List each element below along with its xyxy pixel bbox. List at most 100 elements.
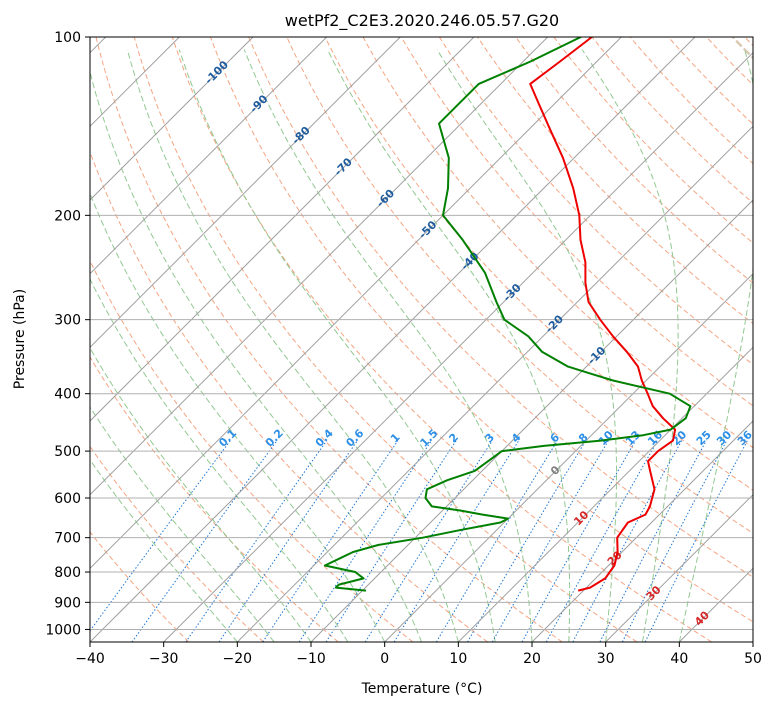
dry-adiabat (286, 37, 753, 534)
y-tick-label: 900 (54, 595, 81, 611)
x-tick-label: 0 (380, 651, 389, 667)
dewpoint-profile (323, 37, 692, 592)
isotherm-line (90, 37, 254, 201)
isotherm-line (90, 37, 622, 570)
mixing-ratio-line (262, 440, 399, 642)
mixing-ratio-label: 0.4 (313, 426, 336, 449)
mixing-ratio-line (298, 440, 432, 642)
y-tick-label: 100 (54, 30, 81, 46)
x-tick-label: −20 (223, 651, 253, 667)
x-tick-label: −40 (75, 651, 105, 667)
y-tick-label: 1000 (45, 622, 81, 638)
mixing-ratio-lines (90, 440, 748, 642)
mixing-ratio-line (325, 440, 457, 642)
isotherm-line (457, 346, 753, 642)
x-tick-label: 40 (670, 651, 688, 667)
y-tick-label: 600 (54, 491, 81, 507)
dry-adiabat (400, 37, 753, 407)
moist-adiabat (178, 49, 496, 642)
moist-adiabat (243, 49, 533, 642)
mixing-ratio-label: 0.1 (216, 427, 239, 450)
isotherm-line (678, 567, 753, 642)
dry-adiabat (438, 37, 753, 365)
dry-adiabats (90, 37, 753, 642)
moist-adiabat (90, 70, 422, 642)
dry-adiabat (324, 37, 753, 491)
y-axis: 1000 900 800 700 600 500 400 300 200 100 (45, 30, 90, 638)
isotherms (90, 37, 753, 642)
plot-area: 0.1 0.2 0.4 0.6 1 1.5 2 3 4 6 8 10 13 16 20 25 30 36-100-… (90, 37, 755, 642)
profile-series (323, 37, 692, 592)
mixing-ratio-label: 36 (735, 428, 755, 448)
y-tick-label: 400 (54, 387, 81, 403)
moist-adiabat (678, 49, 753, 642)
dry-adiabat (744, 37, 753, 47)
moist-adiabat (90, 277, 349, 642)
isotherm-line (605, 493, 753, 642)
moist-adiabat (90, 406, 275, 642)
temperature-profile (529, 37, 677, 592)
mixing-ratio-label: 4 (509, 431, 524, 446)
moist-adiabat (90, 459, 238, 642)
dry-adiabat (95, 37, 563, 642)
moist-adiabat (581, 49, 679, 642)
dry-adiabat (248, 37, 753, 578)
isotherm-line (310, 199, 753, 642)
mixing-ratio-line (393, 440, 520, 642)
dry-adiabat (668, 37, 753, 125)
x-axis: −40 −30 −20 −10 0 10 20 30 40 50 (75, 642, 762, 667)
mixing-ratio-line (491, 440, 609, 642)
mixing-ratio-line (572, 440, 683, 642)
mixing-ratio-label: 3 (482, 431, 497, 446)
x-tick-label: 30 (597, 651, 615, 667)
mixing-ratio-line (545, 440, 659, 642)
x-tick-label: 10 (449, 651, 467, 667)
y-tick-label: 700 (54, 531, 81, 547)
x-tick-label: −30 (149, 651, 179, 667)
mixing-ratio-line (185, 440, 328, 642)
isotherm-line (752, 641, 753, 642)
isotherm-line (90, 37, 475, 422)
mixing-ratio-label: 20 (669, 428, 689, 448)
isotherm-line (90, 37, 328, 275)
mixing-ratio-label: 0.2 (263, 427, 286, 450)
mixing-ratio-line (467, 440, 587, 642)
pressure-gridlines (90, 37, 753, 630)
x-tick-label: −10 (296, 651, 326, 667)
mixing-ratio-line (218, 440, 358, 642)
dry-adiabat (90, 259, 414, 642)
dry-adiabat (133, 37, 638, 642)
line-labels: 0.1 0.2 0.4 0.6 1 1.5 2 3 4 6 8 10 13 16 20 25 30 36-100-… (202, 58, 755, 629)
dry-adiabat (553, 37, 753, 244)
moist-adiabat (436, 49, 617, 642)
dry-adiabat (210, 37, 753, 623)
y-tick-label: 500 (54, 444, 81, 460)
mixing-ratio-label: 10 (596, 428, 616, 448)
moist-adiabats (90, 49, 753, 642)
mixing-ratio-line (90, 440, 231, 632)
mixing-ratio-line (644, 440, 748, 642)
y-tick-label: 200 (54, 208, 81, 224)
mixing-ratio-line (364, 440, 493, 642)
x-tick-label: 20 (523, 651, 541, 667)
isotherm-line (163, 51, 753, 642)
mixing-ratio-line (621, 440, 728, 642)
moist-adiabat (327, 49, 571, 642)
plot-frame (89, 36, 754, 643)
dry-adiabat (90, 445, 264, 642)
reference-adiabat (731, 37, 753, 60)
dry-adiabat (515, 37, 753, 284)
mixing-ratio-label: 2 (446, 431, 461, 446)
dry-adiabat (90, 150, 488, 642)
mixing-ratio-label: 25 (694, 428, 714, 448)
y-tick-label: 300 (54, 313, 81, 329)
dry-adiabat (90, 356, 339, 642)
moist-adiabat (126, 49, 459, 642)
x-axis-label: Temperature (°C) (361, 681, 483, 697)
mixing-ratio-label: 1 (388, 431, 403, 446)
mixing-ratio-line (435, 440, 558, 642)
dry-adiabat (591, 37, 753, 204)
isotherm-line (90, 37, 696, 642)
isotherm-line (90, 37, 401, 349)
